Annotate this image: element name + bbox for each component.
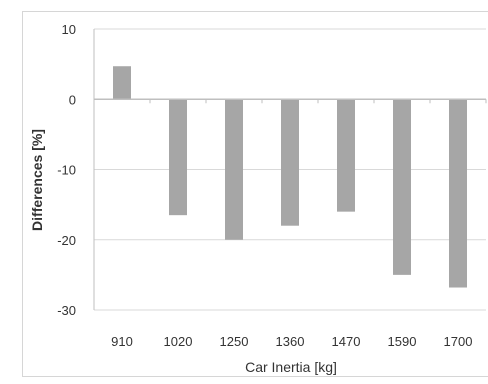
bar	[337, 99, 355, 212]
y-axis-label: Differences [%]	[29, 129, 45, 231]
bars	[94, 66, 486, 288]
bar	[113, 66, 131, 100]
x-tick-label: 1020	[164, 334, 193, 349]
y-tick-label: 0	[69, 92, 76, 107]
bar	[169, 99, 187, 216]
x-tick-label: 1250	[220, 334, 249, 349]
x-tick-label: 1700	[444, 334, 473, 349]
y-tick-labels: 10 0 -10 -20 -30	[57, 22, 76, 318]
x-tick-labels: 910 1020 1250 1360 1470 1590 1700	[111, 334, 472, 349]
bar	[225, 99, 243, 240]
x-axis-label: Car Inertia [kg]	[245, 359, 337, 375]
bar	[449, 99, 467, 288]
x-tick-label: 1590	[388, 334, 417, 349]
x-tick-label: 1470	[332, 334, 361, 349]
y-tick-label: 10	[62, 22, 76, 37]
bar	[281, 99, 299, 226]
x-tick-label: 1360	[276, 334, 305, 349]
chart-frame	[22, 11, 488, 377]
y-tick-label: -20	[57, 233, 76, 248]
y-tick-label: -10	[57, 163, 76, 178]
x-tick-label: 910	[111, 334, 133, 349]
y-tick-label: -30	[57, 303, 76, 318]
bar	[393, 99, 411, 275]
